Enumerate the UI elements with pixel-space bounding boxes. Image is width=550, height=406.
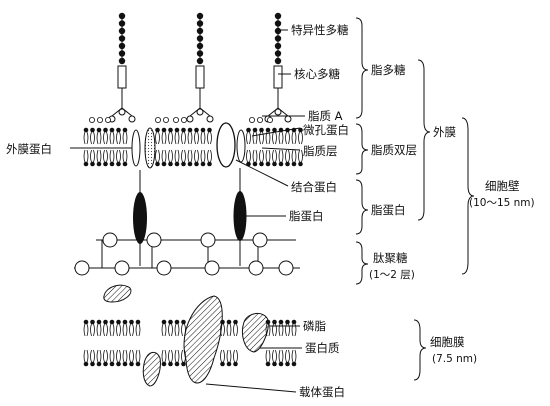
free-protein-blob <box>103 284 132 303</box>
lps-chain <box>186 12 214 123</box>
cytoplasmic-membrane-bilayer <box>83 319 297 367</box>
peptidoglycan-layer <box>74 232 300 276</box>
bracket-label-lipid-bilayer: 脂质双层 <box>371 143 417 157</box>
bracket-label-lps: 脂多糖 <box>371 63 406 77</box>
carrier-protein-shape <box>183 295 223 384</box>
outer-membrane-bilayer <box>83 117 303 167</box>
label-phospholipid: 磷脂 <box>303 319 326 333</box>
lps-chain <box>264 12 292 123</box>
porin-shape <box>216 122 236 168</box>
lps-chain <box>108 12 136 123</box>
label-lipid-layer: 脂质层 <box>303 144 338 158</box>
porin-shape-left <box>131 129 141 167</box>
bracket-label-cell-wall: 细胞壁 <box>485 179 520 193</box>
bracket-label-cell-wall-size: (10～15 nm) <box>469 197 535 209</box>
lipoprotein-1 <box>133 192 147 244</box>
label-protein: 蛋白质 <box>305 341 340 355</box>
membrane-protein-shape <box>241 313 269 353</box>
label-binding-protein: 结合蛋白 <box>291 180 337 194</box>
bracket-label-cell-membrane: 细胞膜 <box>430 335 465 349</box>
membrane-protein-shape-2 <box>142 351 161 387</box>
lipopolysaccharide-chains <box>108 12 292 123</box>
bracket-label-cell-membrane-size: (7.5 nm) <box>432 353 477 365</box>
bracket-label-peptidoglycan: 肽聚糖 <box>373 251 408 265</box>
porin-shape-right <box>236 129 246 163</box>
brackets <box>355 17 475 381</box>
outer-membrane-protein-shape <box>144 127 156 169</box>
lipoprotein-2 <box>233 191 247 241</box>
label-core-polysaccharide: 核心多糖 <box>294 67 340 81</box>
bracket-label-outer-membrane: 外膜 <box>433 125 456 139</box>
label-outer-membrane-protein: 外膜蛋白 <box>6 142 52 156</box>
label-lipid-a: 脂质 A <box>308 109 343 123</box>
label-porin: 微孔蛋白 <box>303 123 349 137</box>
label-lipoprotein: 脂蛋白 <box>289 209 324 223</box>
leader-lines <box>70 29 305 393</box>
bracket-label-peptidoglycan-layers: (1～2 层) <box>369 269 415 281</box>
label-carrier-protein: 载体蛋白 <box>299 385 345 399</box>
bracket-label-lipoprotein: 脂蛋白 <box>371 203 406 217</box>
label-specific-polysaccharide: 特异性多糖 <box>291 23 349 37</box>
